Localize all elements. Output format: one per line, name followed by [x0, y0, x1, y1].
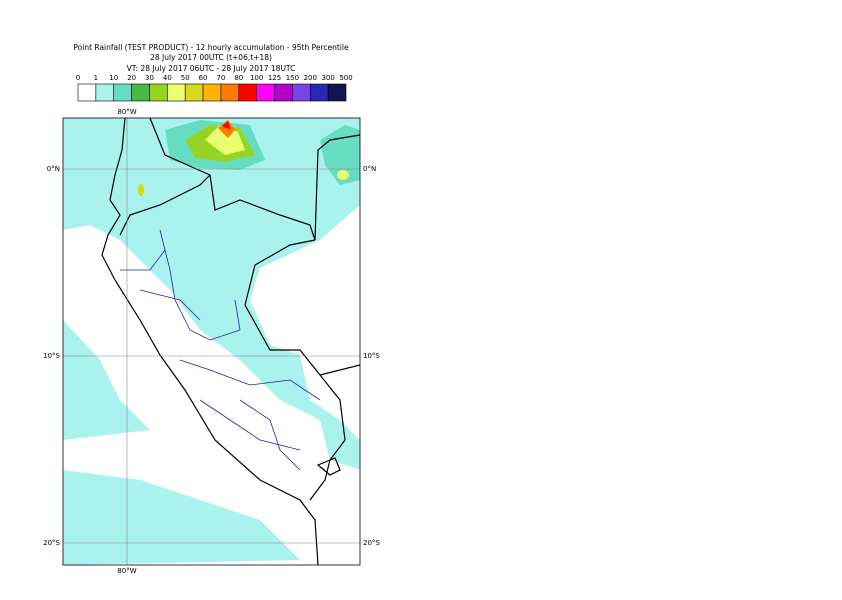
legend-swatch [220, 83, 240, 102]
subtitle: VT: 28 July 2017 06UTC - 28 July 2017 18… [127, 64, 296, 73]
legend-label: 40 [163, 74, 172, 82]
legend-swatch [131, 83, 150, 102]
legend-swatch [292, 83, 311, 102]
lat-label: 10°S [43, 352, 60, 360]
lon-label: 80°W [117, 567, 136, 575]
legend-label: 500 [339, 74, 352, 82]
lon-label: 80°W [117, 108, 136, 116]
map: 80°W 80°W [62, 108, 361, 575]
legend-swatch [202, 83, 222, 102]
legend-swatch [95, 83, 115, 102]
rain-area [63, 320, 150, 440]
legend-label: 125 [268, 74, 281, 82]
legend-swatch [77, 83, 97, 102]
rain-area [337, 170, 349, 180]
legend-label: 300 [321, 74, 334, 82]
legend-swatch [167, 83, 186, 102]
legend-swatch [184, 83, 204, 102]
regions [120, 229, 321, 471]
lat-label: 0°N [363, 165, 376, 173]
legend-label: 70 [216, 74, 225, 82]
legend-swatch [309, 83, 329, 102]
legend-label: 1 [94, 74, 98, 82]
legend-label: 150 [286, 74, 299, 82]
legend-swatch [256, 83, 275, 102]
legend-swatch [274, 83, 293, 102]
graticule [63, 118, 360, 565]
legend: 0 1 10 20 30 40 50 60 70 80 100 125 150 200 300 500 [76, 74, 353, 102]
legend-label: 100 [250, 74, 263, 82]
legend-label: 80 [234, 74, 243, 82]
legend-swatch [327, 83, 347, 102]
lat-label: 10°S [363, 352, 380, 360]
borders [101, 118, 360, 565]
lat-labels: 0°N 0°N 10°S 10°S 20°S 20°S [43, 165, 380, 547]
map-frame [62, 117, 361, 566]
legend-swatch [149, 83, 168, 102]
legend-swatch [113, 83, 132, 102]
legend-label: 60 [199, 74, 208, 82]
lat-label: 20°S [43, 539, 60, 547]
subtitle: 28 July 2017 00UTC (t+06,t+18) [150, 53, 272, 62]
legend-label: 10 [109, 74, 118, 82]
rain-area [205, 125, 245, 155]
legend-label: 30 [145, 74, 154, 82]
legend-label: 50 [181, 74, 190, 82]
legend-label: 20 [127, 74, 136, 82]
rain-area [222, 121, 231, 130]
title: Point Rainfall (TEST PRODUCT) - 12 hourl… [73, 43, 349, 52]
legend-label: 200 [304, 74, 317, 82]
rain-area [138, 184, 144, 196]
lat-label: 0°N [47, 165, 60, 173]
rain-area [218, 120, 235, 138]
legend-label: 0 [76, 74, 80, 82]
rain-area [63, 118, 360, 470]
lat-label: 20°S [363, 539, 380, 547]
rain-area [63, 470, 300, 565]
legend-swatch [238, 83, 257, 102]
